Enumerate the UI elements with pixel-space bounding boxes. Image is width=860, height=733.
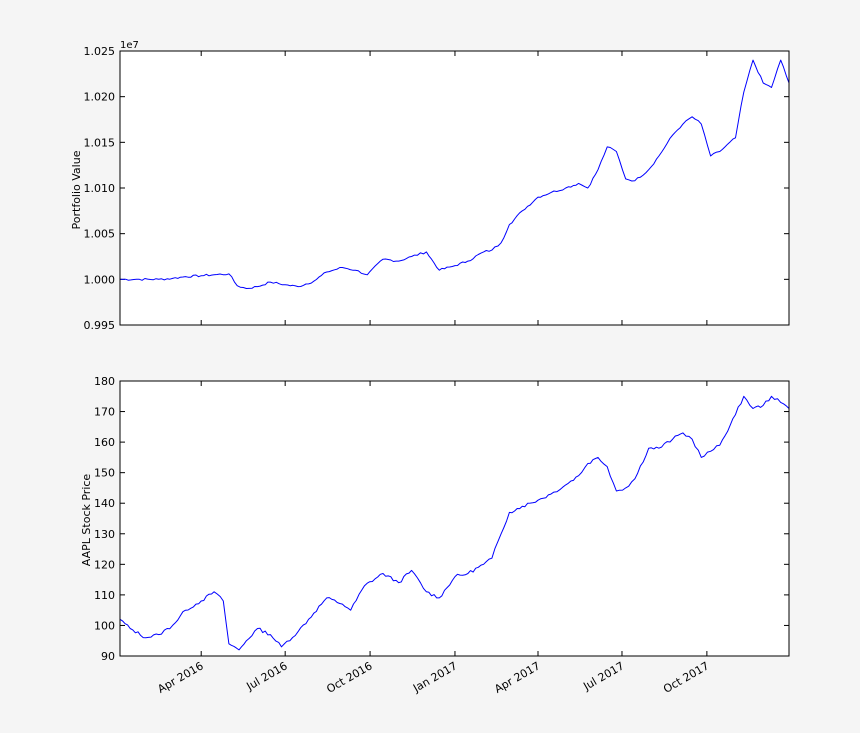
portfolio-value-plot-area — [120, 51, 789, 325]
portfolio-value-y-tick-label-1-015: 1.015 — [84, 136, 116, 149]
x-tick-label-oct-2016: Oct 2016 — [324, 659, 374, 696]
aapl-price-y-tick-label-160: 160 — [94, 436, 115, 449]
aapl-price-y-tick-label-180: 180 — [94, 375, 115, 388]
x-tick-label-apr-2016: Apr 2016 — [155, 659, 205, 696]
portfolio-value-offset-label: 1e7 — [120, 40, 139, 51]
x-tick-label-oct-2017: Oct 2017 — [661, 659, 711, 696]
aapl-price-y-tick-label-100: 100 — [94, 619, 115, 632]
x-tick-label-jul-2016: Jul 2016 — [244, 659, 290, 693]
aapl-price-line — [119, 395, 790, 651]
portfolio-value-y-label: Portfolio Value — [70, 150, 83, 229]
aapl-price-panel: 90 100 110 120 130 140 150 160 170 180 Apr 2016 Ju… — [80, 375, 790, 696]
date-x-tick-labels: Apr 2016 Jul 2016 Oct 2016 Jan 2017 Apr 2017… — [155, 659, 711, 696]
aapl-price-y-tick-label-130: 130 — [94, 528, 115, 541]
aapl-price-plot-frame — [119, 380, 790, 657]
x-tick-label-apr-2017: Apr 2017 — [492, 659, 542, 696]
aapl-price-y-tick-labels: 90 100 110 120 130 140 150 160 170 180 — [94, 375, 115, 663]
portfolio-value-y-tick-label-1-000: 1.000 — [84, 273, 116, 286]
aapl-price-y-tick-label-90: 90 — [101, 650, 115, 663]
aapl-price-y-tick-label-150: 150 — [94, 467, 115, 480]
aapl-price-y-tick-label-120: 120 — [94, 558, 115, 571]
x-tick-label-jan-2017: Jan 2017 — [410, 659, 459, 695]
aapl-price-y-tick-label-140: 140 — [94, 497, 115, 510]
aapl-price-y-tick-label-110: 110 — [94, 589, 115, 602]
portfolio-value-y-tick-label-1-005: 1.005 — [84, 228, 116, 241]
portfolio-value-y-tick-label-1-010: 1.010 — [84, 182, 116, 195]
x-tick-label-jul-2017: Jul 2017 — [580, 659, 626, 693]
portfolio-value-line — [119, 59, 790, 289]
portfolio-value-y-tick-label-0-995: 0.995 — [84, 319, 116, 332]
portfolio-value-y-tick-labels: 0.995 1.000 1.005 1.010 1.015 1.020 1.025 — [84, 45, 116, 332]
aapl-price-plot-area — [120, 381, 789, 656]
portfolio-value-plot-frame — [119, 50, 790, 326]
aapl-price-y-label: AAPL Stock Price — [80, 474, 93, 567]
portfolio-value-y-tick-label-1-020: 1.020 — [84, 91, 116, 104]
portfolio-value-y-tick-label-1-025: 1.025 — [84, 45, 116, 58]
aapl-price-y-tick-label-170: 170 — [94, 406, 115, 419]
